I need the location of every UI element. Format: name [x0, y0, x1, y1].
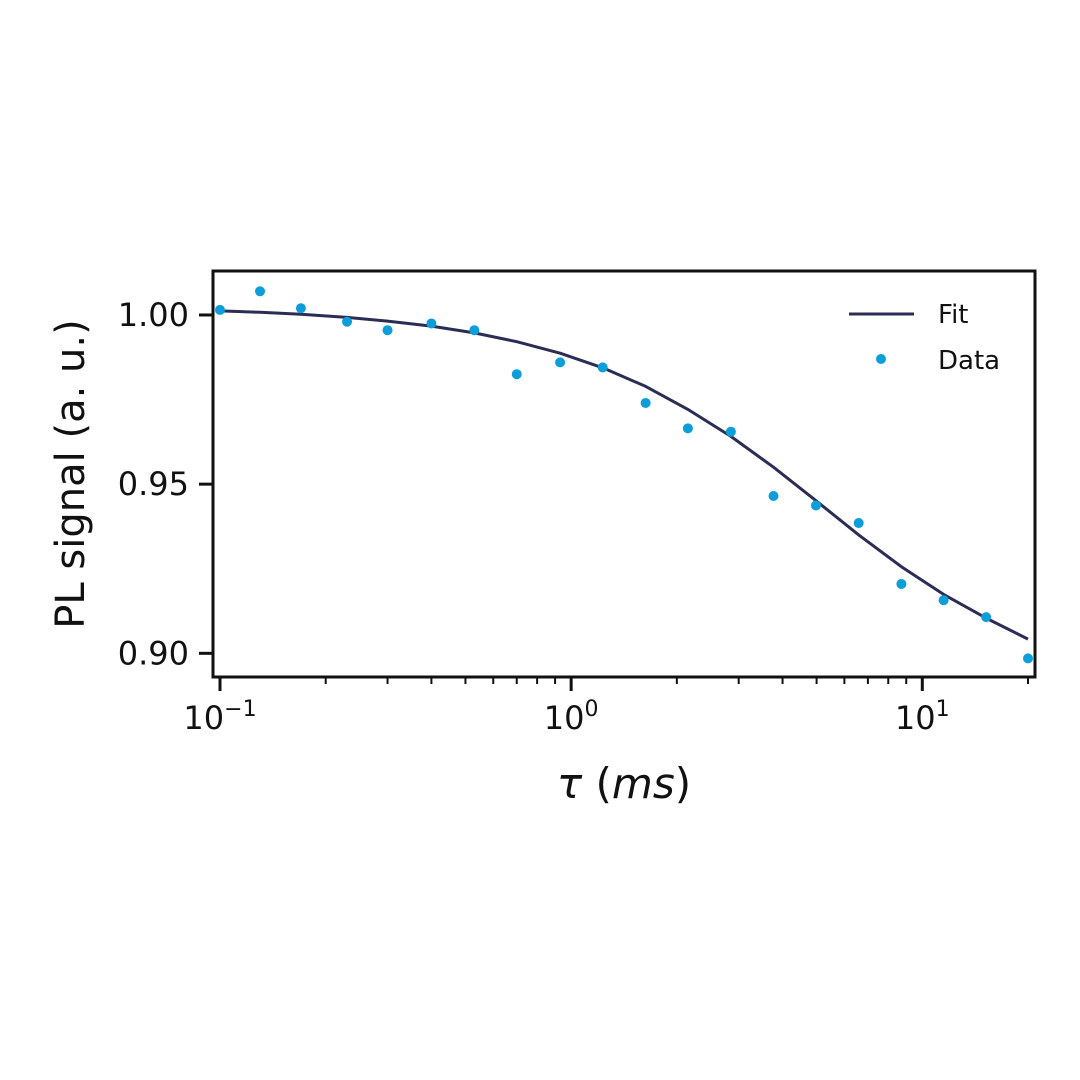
x-axis-symbol: τ — [557, 759, 583, 808]
data-point — [938, 595, 949, 606]
data-point — [640, 397, 651, 408]
data-point — [555, 357, 566, 368]
legend-data-swatch — [876, 354, 886, 364]
data-point — [768, 490, 779, 501]
x-axis-close-paren: ) — [675, 759, 691, 808]
data-point — [682, 423, 693, 434]
x-axis-title: τ (ms) — [557, 759, 691, 808]
x-tick-label: 10−1 — [183, 697, 256, 737]
y-tick-label: 1.00 — [118, 296, 189, 334]
plot-area — [215, 286, 1033, 664]
data-point — [597, 362, 608, 373]
data-point — [1023, 653, 1033, 664]
legend-data-label: Data — [938, 346, 1000, 376]
data-point — [511, 369, 522, 380]
legend: Fit Data — [849, 300, 1000, 376]
legend-fit-label: Fit — [938, 300, 968, 330]
axis-ticks: 0.90 0.95 1.00 10−1 100 101 — [118, 296, 1029, 737]
data-point — [255, 286, 266, 297]
data-point — [295, 303, 306, 314]
data-point — [896, 578, 907, 589]
y-tick-label: 0.95 — [118, 465, 189, 503]
data-point — [426, 318, 437, 329]
y-axis-title: PL signal (a. u.) — [48, 319, 94, 628]
x-tick-label: 100 — [544, 697, 599, 737]
y-tick-label: 0.90 — [118, 634, 189, 672]
plot-frame — [211, 269, 1037, 679]
x-axis-unit: ms — [612, 759, 675, 808]
x-tick-label: 101 — [895, 697, 950, 737]
data-point — [215, 304, 225, 315]
data-point — [981, 612, 992, 623]
data-point — [342, 316, 353, 327]
data-point — [853, 518, 864, 529]
x-axis-open-paren: ( — [582, 759, 612, 808]
data-point — [469, 325, 480, 336]
data-point — [810, 500, 821, 511]
fit-line — [219, 309, 1029, 641]
data-point — [725, 426, 736, 437]
data-point — [382, 325, 393, 336]
